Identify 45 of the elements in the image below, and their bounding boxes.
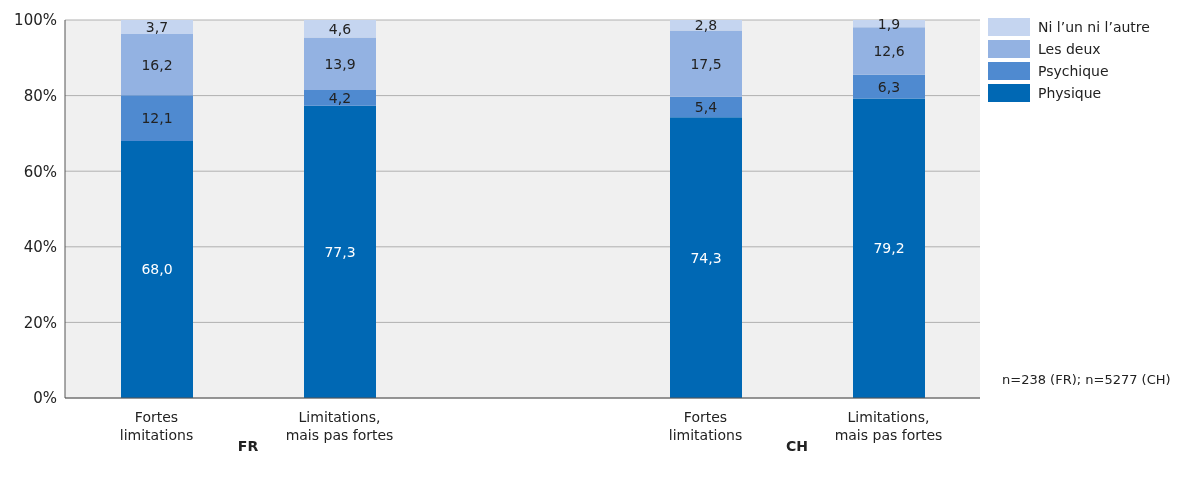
data-label: 16,2 bbox=[141, 56, 173, 73]
data-label: 1,9 bbox=[877, 15, 901, 32]
data-label: 4,6 bbox=[328, 20, 352, 37]
y-tick-label: 20% bbox=[23, 313, 57, 332]
bar bbox=[853, 98, 925, 398]
bar bbox=[121, 140, 193, 398]
data-label: 13,9 bbox=[324, 55, 356, 72]
data-label: 79,2 bbox=[873, 240, 905, 257]
x-tick-label: Limitations, mais pas fortes bbox=[834, 409, 943, 443]
bar bbox=[121, 95, 193, 141]
bar bbox=[670, 117, 742, 398]
y-tick-label: 100% bbox=[14, 11, 57, 30]
legend-label: Les deux bbox=[1038, 41, 1101, 57]
text: CH bbox=[786, 438, 808, 454]
text: FR bbox=[237, 438, 259, 454]
bar bbox=[670, 96, 742, 118]
legend-label: Physique bbox=[1038, 85, 1102, 101]
data-label: 12,6 bbox=[873, 42, 905, 59]
data-label: 68,0 bbox=[141, 261, 173, 278]
bar bbox=[121, 33, 193, 96]
x-tick-label: Fortes limitations bbox=[668, 409, 743, 443]
data-label: 3,7 bbox=[145, 18, 169, 35]
bar bbox=[121, 20, 193, 34]
bar bbox=[853, 74, 925, 99]
y-tick-label: 60% bbox=[23, 162, 57, 181]
data-label: 12,1 bbox=[141, 110, 173, 127]
data-label: 6,3 bbox=[877, 78, 901, 95]
data-label: 4,2 bbox=[328, 89, 352, 106]
legend-label: Ni l’un ni l’autre bbox=[1038, 19, 1150, 35]
legend-label: Psychique bbox=[1038, 63, 1109, 79]
data-label: 5,4 bbox=[694, 98, 718, 115]
data-label: 2,8 bbox=[694, 17, 718, 34]
x-tick-label: Limitations, mais pas fortes bbox=[285, 409, 394, 443]
y-tick-label: 80% bbox=[23, 86, 57, 105]
data-label: 77,3 bbox=[324, 243, 356, 260]
x-tick-label: Fortes limitations bbox=[119, 409, 194, 443]
bar bbox=[304, 89, 376, 106]
data-label: 74,3 bbox=[690, 249, 722, 266]
y-tick-label: 40% bbox=[23, 238, 57, 257]
bar bbox=[304, 37, 376, 90]
data-label: 17,5 bbox=[690, 55, 722, 72]
bar bbox=[670, 30, 742, 97]
y-tick-label: 0% bbox=[33, 389, 57, 408]
text: n=238 (FR); n=5277 (CH) bbox=[1002, 372, 1171, 387]
bar bbox=[304, 105, 376, 398]
